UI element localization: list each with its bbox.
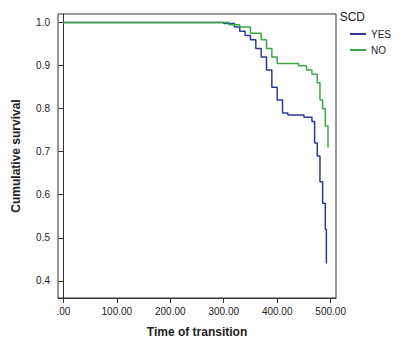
svg-text:0.4: 0.4: [36, 275, 50, 286]
svg-text:100.00: 100.00: [102, 306, 133, 317]
svg-text:0.6: 0.6: [36, 189, 50, 200]
svg-text:Cumulative survival: Cumulative survival: [9, 99, 23, 212]
svg-text:YES: YES: [371, 29, 391, 40]
svg-text:0.7: 0.7: [36, 146, 50, 157]
svg-text:200.00: 200.00: [155, 306, 186, 317]
svg-text:0.8: 0.8: [36, 103, 50, 114]
svg-text:400.00: 400.00: [262, 306, 293, 317]
svg-text:500.00: 500.00: [315, 306, 346, 317]
svg-text:NO: NO: [371, 45, 386, 56]
svg-text:1.0: 1.0: [36, 17, 50, 28]
svg-text:0.5: 0.5: [36, 232, 50, 243]
svg-text:SCD: SCD: [340, 10, 366, 24]
svg-text:.00: .00: [56, 306, 70, 317]
svg-text:300.00: 300.00: [208, 306, 239, 317]
svg-text:Time of transition: Time of transition: [147, 325, 247, 339]
svg-text:0.9: 0.9: [36, 60, 50, 71]
